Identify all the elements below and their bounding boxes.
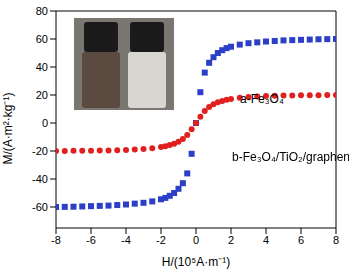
svg-text:-60: -60	[32, 201, 48, 213]
svg-text:2: 2	[228, 234, 234, 246]
svg-text:0: 0	[42, 117, 48, 129]
svg-text:-20: -20	[32, 145, 48, 157]
svg-text:20: 20	[36, 89, 48, 101]
svg-text:60: 60	[36, 33, 48, 45]
svg-text:40: 40	[36, 61, 48, 73]
svg-text:0: 0	[193, 234, 199, 246]
svg-text:M/(A·m²·kg⁻¹): M/(A·m²·kg⁻¹)	[1, 93, 15, 165]
svg-text:80: 80	[36, 5, 48, 17]
svg-text:-4: -4	[121, 234, 131, 246]
svg-text:-6: -6	[86, 234, 96, 246]
svg-text:-40: -40	[32, 173, 48, 185]
svg-text:4: 4	[263, 234, 269, 246]
svg-text:-2: -2	[156, 234, 166, 246]
svg-text:H/(10⁵A·m⁻¹): H/(10⁵A·m⁻¹)	[162, 255, 230, 269]
html-text:a-Fe₃O₄: a-Fe₃O₄	[240, 92, 284, 106]
svg-text:-8: -8	[51, 234, 61, 246]
svg-text:8: 8	[333, 234, 339, 246]
svg-text:6: 6	[298, 234, 304, 246]
